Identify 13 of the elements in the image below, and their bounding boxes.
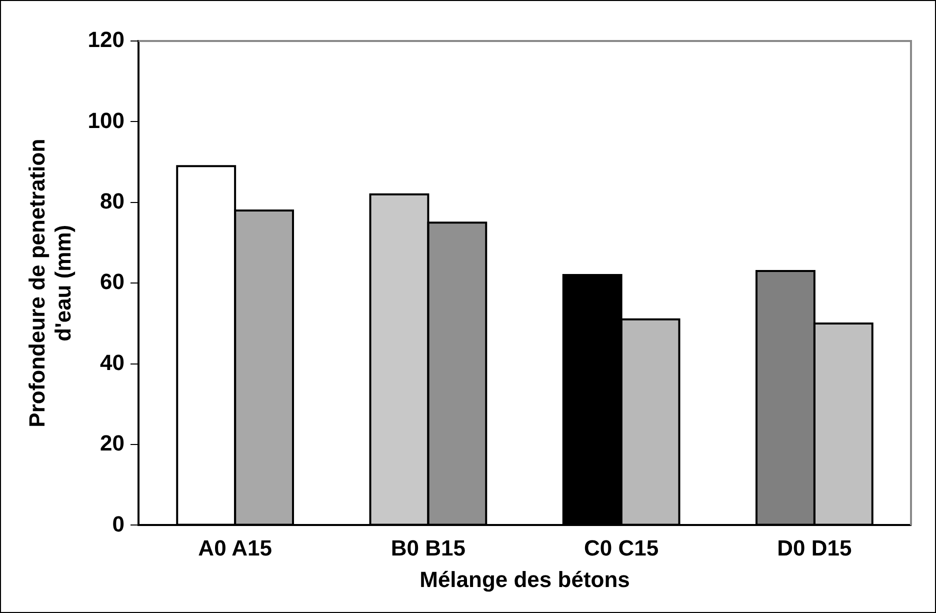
y-tick-label: 120 (88, 27, 125, 52)
x-tick-label: A0 A15 (198, 535, 272, 560)
y-tick-label: 80 (100, 188, 125, 214)
y-tick-label: 40 (100, 350, 125, 375)
y-axis-title: Profondeure de penetration d'eau (mm) (24, 138, 76, 428)
y-tick-label: 0 (112, 511, 125, 536)
x-tick-label: B0 B15 (390, 535, 466, 560)
y-tick-label: 60 (100, 269, 125, 294)
x-tick-label: C0 C15 (584, 535, 659, 560)
y-tick-label: 20 (100, 430, 125, 456)
y-tick-label: 100 (88, 108, 125, 133)
x-tick-label: D0 D15 (777, 535, 852, 560)
x-axis-title: Mélange des bétons (420, 566, 630, 592)
